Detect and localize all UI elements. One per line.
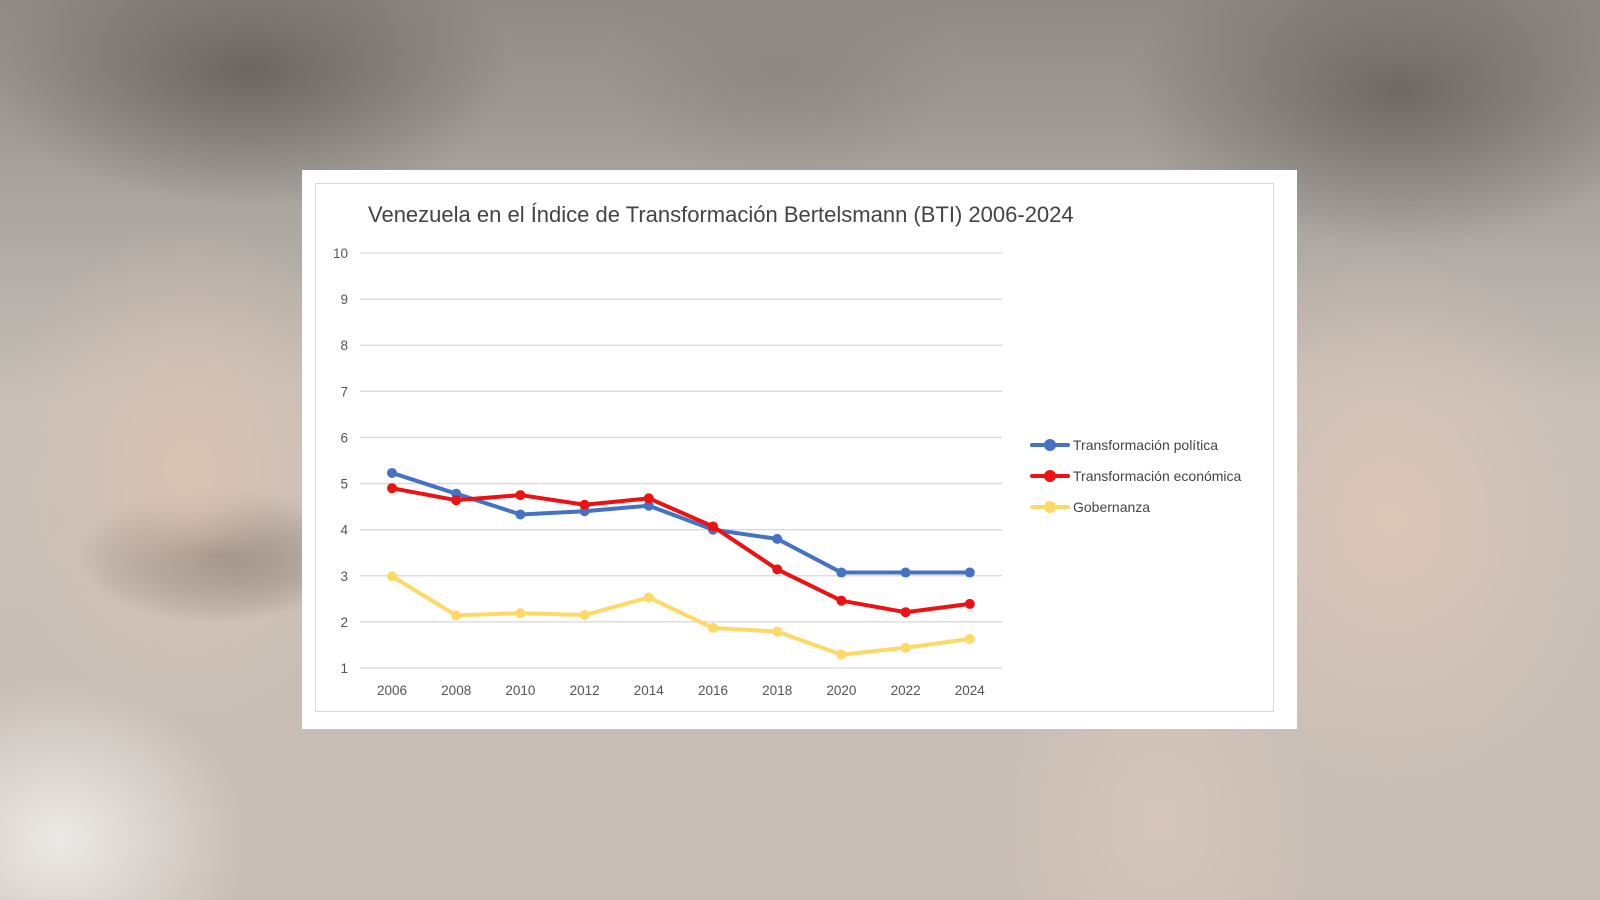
- data-point: [515, 608, 526, 619]
- chart-legend: Transformación política Transformación ec…: [1030, 429, 1241, 522]
- legend-item: Transformación económica: [1030, 460, 1241, 491]
- x-tick-label: 2010: [505, 683, 535, 698]
- legend-marker: [1044, 469, 1056, 482]
- data-point: [579, 609, 590, 620]
- y-tick-label: 8: [340, 338, 348, 353]
- data-point: [387, 571, 397, 582]
- y-tick-label: 5: [340, 477, 348, 492]
- data-point: [451, 610, 462, 621]
- y-tick-label: 9: [340, 292, 348, 307]
- legend-label: Transformación política: [1073, 436, 1218, 453]
- data-point: [900, 567, 911, 578]
- legend-marker: [1044, 500, 1056, 513]
- data-point: [772, 626, 783, 637]
- series-line-3: [390, 574, 972, 657]
- legend-label: Transformación económica: [1073, 467, 1242, 484]
- y-tick-label: 1: [340, 661, 348, 676]
- legend-marker: [1044, 438, 1056, 451]
- x-tick-label: 2024: [955, 683, 986, 698]
- data-point: [772, 533, 783, 544]
- legend-swatch: [1030, 500, 1070, 514]
- data-point: [836, 595, 847, 606]
- data-point: [900, 642, 911, 653]
- series-line-2: [390, 486, 972, 615]
- x-tick-label: 2014: [634, 683, 665, 698]
- chart-card: Venezuela en el Índice de Transformación…: [302, 170, 1297, 729]
- chart-title: Venezuela en el Índice de Transformación…: [368, 202, 1074, 227]
- x-tick-label: 2020: [826, 683, 856, 698]
- legend-item: Transformación política: [1030, 429, 1241, 460]
- data-point: [964, 598, 975, 609]
- data-point: [964, 633, 975, 644]
- x-tick-label: 2006: [377, 683, 407, 698]
- data-point: [964, 567, 975, 578]
- y-tick-label: 3: [340, 569, 348, 584]
- data-point: [579, 499, 590, 510]
- data-point: [836, 649, 847, 660]
- y-tick-label: 2: [340, 615, 348, 630]
- data-point: [708, 622, 718, 633]
- data-point: [515, 490, 526, 501]
- x-tick-label: 2008: [441, 683, 471, 698]
- data-point: [643, 500, 654, 511]
- data-point: [900, 607, 911, 618]
- x-tick-label: 2012: [570, 683, 600, 698]
- chart-frame: [315, 183, 1274, 712]
- legend-swatch: [1030, 438, 1070, 452]
- data-point: [387, 483, 397, 494]
- y-tick-label: 10: [333, 246, 348, 261]
- data-point: [515, 509, 526, 520]
- data-point: [772, 564, 783, 575]
- data-point: [451, 495, 462, 506]
- legend-item: Gobernanza: [1030, 491, 1241, 522]
- data-point: [836, 567, 847, 578]
- y-tick-label: 6: [340, 430, 348, 445]
- data-point: [708, 521, 718, 532]
- x-tick-label: 2016: [698, 683, 728, 698]
- x-tick-label: 2022: [891, 683, 921, 698]
- y-tick-label: 4: [340, 523, 348, 538]
- data-point: [387, 467, 397, 478]
- line-chart: 10 9 8 7 6 5 4 3 2 1 2006 2008 2010 2012 2014 2016 2018 2…: [333, 246, 1002, 698]
- x-tick-label: 2018: [762, 683, 792, 698]
- y-tick-label: 7: [340, 384, 348, 399]
- data-point: [643, 493, 654, 504]
- data-point: [643, 592, 654, 603]
- legend-label: Gobernanza: [1073, 498, 1151, 515]
- legend-swatch: [1030, 469, 1070, 483]
- series-line-1: [390, 470, 972, 575]
